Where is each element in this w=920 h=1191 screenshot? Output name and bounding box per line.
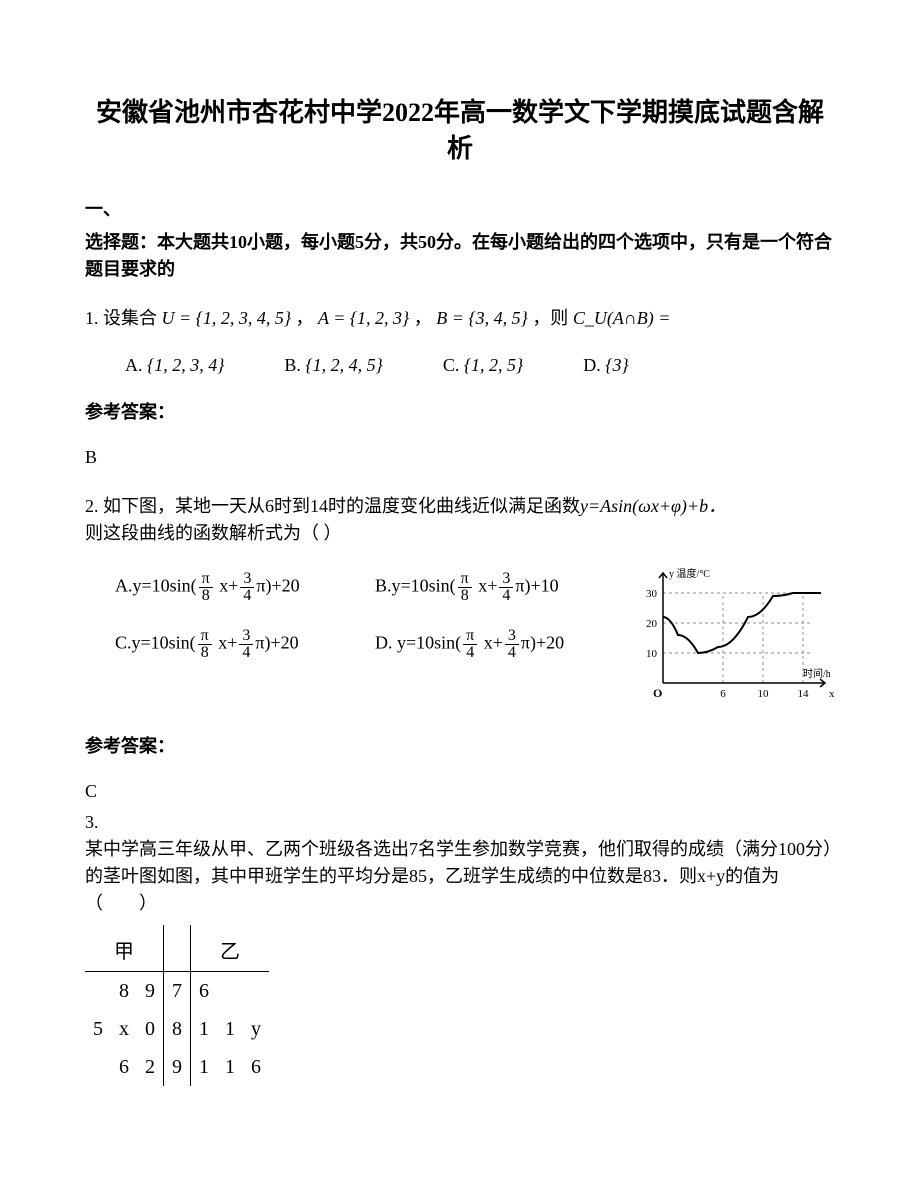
- q1-options: A. {1, 2, 3, 4} B. {1, 2, 4, 5} C. {1, 2…: [85, 352, 835, 379]
- q2-text2: 则这段曲线的函数解析式为（ ）: [85, 520, 835, 547]
- q1-set-U: U = {1, 2, 3, 4, 5}: [162, 308, 292, 328]
- svg-text:14: 14: [798, 688, 810, 700]
- q1-answer: B: [85, 444, 835, 471]
- q2-option-c: C.y=10sin(π8 x+34π)+20: [115, 628, 365, 661]
- svg-text:10: 10: [646, 648, 658, 660]
- question-1: 1. 设集合 U = {1, 2, 3, 4, 5} ， A = {1, 2, …: [85, 305, 835, 332]
- q1-c3: ，则: [532, 308, 568, 328]
- svg-text:y 温度/°C: y 温度/°C: [669, 567, 710, 580]
- opt-label: C.: [443, 355, 460, 375]
- q1-option-a: A. {1, 2, 3, 4}: [125, 352, 224, 379]
- section-instructions: 选择题：本大题共10小题，每小题5分，共50分。在每小题给出的四个选项中，只有是…: [85, 229, 835, 283]
- exam-title: 安徽省池州市杏花村中学2022年高一数学文下学期摸底试题含解析: [85, 95, 835, 168]
- q2-option-d: D. y=10sin(π4 x+34π)+20: [375, 628, 625, 661]
- q1-expr: C_U(A∩B) =: [573, 308, 671, 328]
- opt-value: {1, 2, 5}: [464, 355, 523, 375]
- q1-option-c: C. {1, 2, 5}: [443, 352, 523, 379]
- opt-value: {3}: [605, 355, 628, 375]
- svg-text:时间/h: 时间/h: [803, 667, 831, 680]
- q3-text: 某中学高三年级从甲、乙两个班级各选出7名学生参加数学竞赛，他们取得的成绩（满分1…: [85, 836, 835, 917]
- opt-value: {1, 2, 4, 5}: [305, 355, 382, 375]
- q2-option-a: A.y=10sin(π8 x+34π)+20: [115, 571, 365, 604]
- svg-text:x: x: [829, 688, 835, 700]
- q2-answer-label: 参考答案：: [85, 733, 835, 760]
- svg-text:6: 6: [720, 688, 726, 700]
- svg-text:30: 30: [646, 588, 658, 600]
- question-3: 3. 某中学高三年级从甲、乙两个班级各选出7名学生参加数学竞赛，他们取得的成绩（…: [85, 809, 835, 917]
- q3-num: 3.: [85, 809, 835, 836]
- svg-text:O: O: [653, 686, 662, 700]
- q1-option-d: D. {3}: [583, 352, 628, 379]
- opt-label: B.: [284, 355, 301, 375]
- stem-leaf-plot: 甲乙89765x0811y629116: [85, 925, 835, 1086]
- opt-label: A.: [125, 355, 143, 375]
- q1-answer-label: 参考答案：: [85, 399, 835, 426]
- q2-option-b: B.y=10sin(π8 x+34π)+10: [375, 571, 625, 604]
- opt-label: D.: [583, 355, 601, 375]
- q2-options: A.y=10sin(π8 x+34π)+20 B.y=10sin(π8 x+34…: [85, 571, 625, 661]
- q2-answer: C: [85, 778, 835, 805]
- opt-value: {1, 2, 3, 4}: [147, 355, 224, 375]
- q1-set-B: B = {3, 4, 5}: [436, 308, 528, 328]
- question-2: 2. 如下图，某地一天从6时到14时的温度变化曲线近似满足函数y=Asin(ωx…: [85, 493, 835, 547]
- section-1: 一、 选择题：本大题共10小题，每小题5分，共50分。在每小题给出的四个选项中，…: [85, 196, 835, 283]
- q1-c2: ，: [414, 308, 432, 328]
- svg-text:10: 10: [758, 688, 770, 700]
- q1-option-b: B. {1, 2, 4, 5}: [284, 352, 382, 379]
- svg-text:20: 20: [646, 618, 658, 630]
- q1-prefix: 1. 设集合: [85, 308, 157, 328]
- q1-c1: ，: [296, 308, 314, 328]
- q2-text1: 2. 如下图，某地一天从6时到14时的温度变化曲线近似满足函数: [85, 496, 580, 516]
- temperature-chart: 10 20 30 6 10 14 y 温度/°C 时间/h Ox: [635, 563, 835, 713]
- q1-set-A: A = {1, 2, 3}: [318, 308, 409, 328]
- section-num: 一、: [85, 196, 835, 223]
- q2-formula: y=Asin(ωx+φ)+b．: [580, 496, 726, 516]
